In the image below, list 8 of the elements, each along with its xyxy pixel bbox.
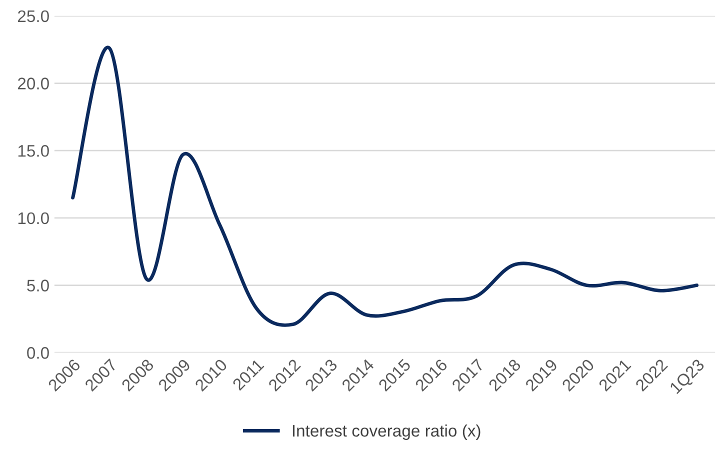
y-tick-label: 25.0 xyxy=(18,10,49,22)
y-tick-label: 10.0 xyxy=(18,212,49,224)
y-tick-label: 0.0 xyxy=(27,347,49,359)
line-series xyxy=(71,46,698,327)
legend-label: Interest coverage ratio (x) xyxy=(292,424,480,440)
y-tick-label: 5.0 xyxy=(27,280,49,292)
y-tick-label: 20.0 xyxy=(18,78,49,90)
y-tick-label: 15.0 xyxy=(18,145,49,157)
